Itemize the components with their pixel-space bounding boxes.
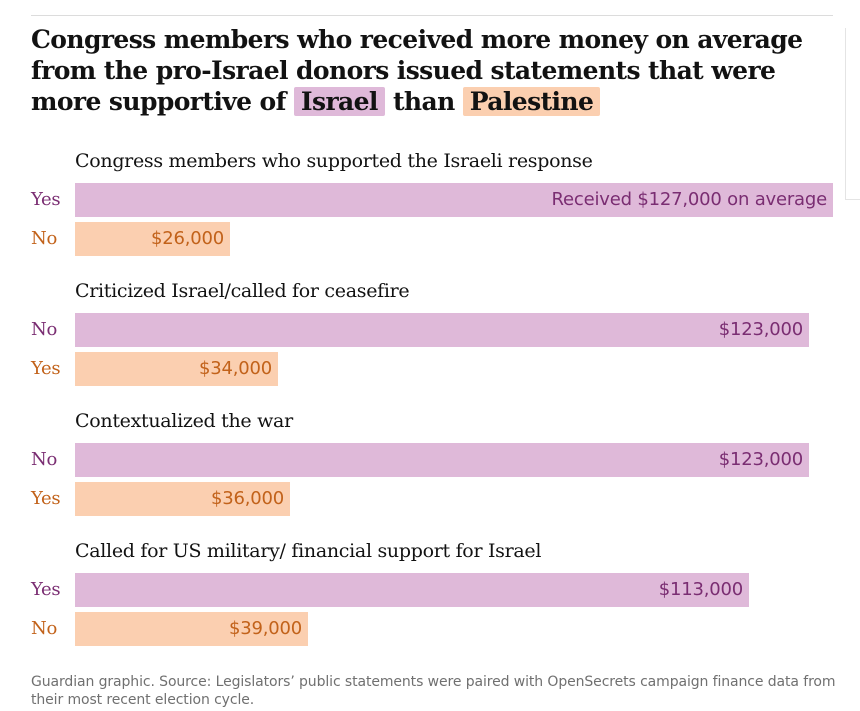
- category-label: No: [31, 319, 57, 340]
- category-label: No: [31, 228, 57, 249]
- bar-value-label: $36,000: [210, 488, 284, 509]
- bar-value-label: Received $127,000 on average: [551, 189, 828, 210]
- bar: Received $127,000 on average: [75, 183, 833, 217]
- bar-value-label: $123,000: [718, 319, 803, 340]
- group-title: Called for US military/ financial suppor…: [75, 540, 542, 562]
- side-rule: [845, 28, 846, 200]
- category-label: No: [31, 618, 57, 639]
- group-title: Criticized Israel/called for ceasefire: [75, 280, 410, 302]
- headline-middle: than: [392, 87, 455, 116]
- category-label: No: [31, 449, 57, 470]
- category-label: Yes: [31, 579, 61, 600]
- bar-value-label: $26,000: [150, 228, 224, 249]
- bar: $39,000: [75, 612, 308, 646]
- bar-value-label: $123,000: [718, 449, 803, 470]
- category-label: Yes: [31, 488, 61, 509]
- bar: $34,000: [75, 352, 278, 386]
- bar-value-label: $113,000: [658, 579, 743, 600]
- top-rule: [31, 15, 833, 16]
- chart-headline: Congress members who received more money…: [31, 24, 831, 117]
- bar: $123,000: [75, 443, 809, 477]
- bar: $113,000: [75, 573, 749, 607]
- category-label: Yes: [31, 358, 61, 379]
- bar-value-label: $39,000: [228, 618, 302, 639]
- bar: $123,000: [75, 313, 809, 347]
- group-title: Contextualized the war: [75, 410, 293, 432]
- headline-palestine-tag: Palestine: [462, 87, 601, 116]
- source-note: Guardian graphic. Source: Legislators’ p…: [31, 674, 836, 708]
- headline-prefix: Congress members who received more money…: [31, 25, 803, 116]
- group-title: Congress members who supported the Israe…: [75, 150, 593, 172]
- bar: $26,000: [75, 222, 230, 256]
- headline-israel-tag: Israel: [293, 87, 385, 116]
- bar-value-label: $34,000: [198, 358, 272, 379]
- side-rule-tick: [845, 199, 860, 200]
- bar: $36,000: [75, 482, 290, 516]
- category-label: Yes: [31, 189, 61, 210]
